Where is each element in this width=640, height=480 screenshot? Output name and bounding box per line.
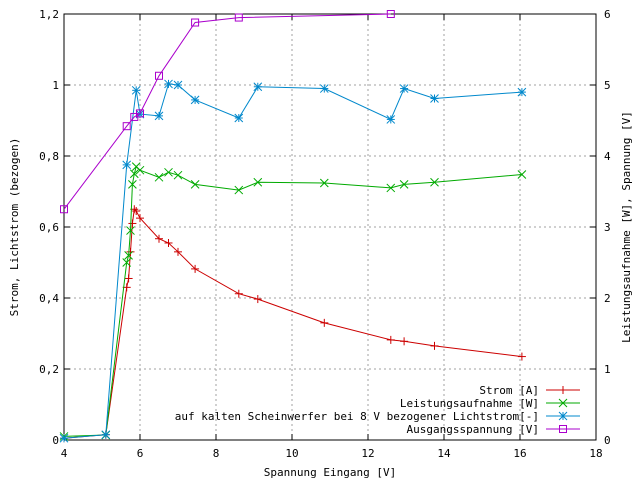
data-point bbox=[234, 13, 243, 22]
data-point bbox=[126, 247, 135, 256]
data-point bbox=[132, 207, 141, 216]
y-axis-label: Strom, Lichtstrom (bezogen) bbox=[8, 138, 21, 317]
legend-label: Strom [A] bbox=[479, 384, 539, 397]
data-point bbox=[124, 251, 133, 260]
data-point bbox=[129, 169, 139, 179]
y2-tick-label: 5 bbox=[604, 79, 611, 92]
data-point bbox=[128, 219, 137, 228]
x-tick-label: 12 bbox=[361, 447, 374, 460]
data-point bbox=[136, 214, 144, 223]
data-point bbox=[319, 84, 329, 93]
series-line-1 bbox=[63, 208, 522, 439]
data-point bbox=[154, 172, 164, 182]
legend-marker bbox=[559, 386, 567, 394]
y-tick-label: 0,8 bbox=[39, 150, 59, 163]
y2-tick-label: 1 bbox=[604, 363, 611, 376]
data-point bbox=[164, 238, 173, 247]
data-point bbox=[399, 84, 409, 93]
data-point bbox=[190, 180, 200, 189]
data-point bbox=[320, 318, 329, 327]
x-axis-label: Spannung Eingang [V] bbox=[264, 466, 396, 479]
y2-tick-label: 3 bbox=[604, 221, 611, 234]
data-point bbox=[164, 167, 173, 177]
y2-axis-label: Leistungsaufnahme [W], Spannung [V] bbox=[620, 111, 633, 343]
data-point bbox=[190, 95, 200, 105]
data-point bbox=[517, 352, 526, 361]
series-line-4 bbox=[63, 13, 391, 210]
x-tick-label: 18 bbox=[589, 447, 602, 460]
data-point bbox=[122, 160, 132, 170]
data-point bbox=[173, 170, 183, 180]
plot-frame bbox=[63, 13, 597, 441]
x-tick-label: 14 bbox=[437, 447, 451, 460]
data-point bbox=[234, 289, 243, 298]
data-point bbox=[386, 10, 395, 18]
y-tick-label: 0 bbox=[52, 434, 59, 447]
legend: Strom [A]Leistungsaufnahme [W]auf kalten… bbox=[175, 384, 580, 436]
data-point bbox=[155, 234, 163, 243]
legend-marker bbox=[559, 425, 567, 433]
x-tick-label: 4 bbox=[61, 447, 68, 460]
grid bbox=[64, 14, 596, 440]
data-point bbox=[154, 111, 164, 121]
data-point bbox=[517, 170, 527, 179]
data-point bbox=[136, 109, 144, 118]
y-tick-label: 1 bbox=[52, 79, 59, 92]
data-point bbox=[128, 180, 137, 189]
data-point bbox=[517, 87, 527, 97]
data-point bbox=[430, 94, 439, 103]
data-point bbox=[101, 430, 111, 440]
data-point bbox=[386, 183, 396, 193]
data-point bbox=[191, 264, 200, 273]
data-point bbox=[60, 205, 68, 214]
y2-tick-label: 4 bbox=[604, 150, 611, 163]
legend-marker bbox=[558, 411, 568, 421]
data-point bbox=[191, 18, 200, 27]
data-point bbox=[124, 274, 133, 283]
data-point bbox=[135, 165, 145, 175]
data-point bbox=[234, 113, 244, 123]
data-point bbox=[131, 85, 141, 95]
y-tick-label: 0,2 bbox=[39, 363, 59, 376]
data-point bbox=[399, 180, 409, 189]
data-point bbox=[400, 337, 409, 346]
series-line-3 bbox=[63, 83, 522, 439]
data-point bbox=[430, 177, 439, 187]
data-point bbox=[155, 71, 163, 80]
legend-label: Leistungsaufnahme [W] bbox=[400, 397, 539, 410]
data-point bbox=[386, 335, 395, 344]
legend-label: auf kalten Scheinwerfer bei 8 V bezogene… bbox=[175, 410, 539, 423]
data-point bbox=[253, 82, 263, 92]
legend-marker bbox=[558, 398, 568, 408]
data-point bbox=[59, 433, 69, 443]
y-tick-label: 1,2 bbox=[39, 8, 59, 21]
legend-label: Ausgangsspannung [V] bbox=[407, 423, 539, 436]
plot-area bbox=[59, 10, 527, 443]
data-point bbox=[126, 226, 135, 235]
data-point bbox=[164, 79, 173, 89]
y2-tick-label: 6 bbox=[604, 8, 611, 21]
x-tick-label: 6 bbox=[137, 447, 144, 460]
y-tick-label: 0,6 bbox=[39, 221, 59, 234]
x-tick-label: 16 bbox=[513, 447, 526, 460]
x-tick-label: 8 bbox=[213, 447, 220, 460]
y2-tick-label: 2 bbox=[604, 292, 611, 305]
series-line-2 bbox=[63, 165, 522, 437]
data-point bbox=[430, 341, 439, 350]
data-point bbox=[122, 122, 131, 131]
data-point bbox=[319, 178, 329, 188]
data-point bbox=[174, 247, 182, 256]
data-point bbox=[386, 115, 396, 124]
data-point bbox=[253, 177, 263, 187]
y-tick-label: 0,4 bbox=[39, 292, 59, 305]
data-point bbox=[253, 295, 262, 304]
data-point bbox=[234, 185, 244, 195]
y2-tick-label: 0 bbox=[604, 434, 611, 447]
data-point bbox=[173, 80, 183, 90]
data-point bbox=[122, 258, 132, 267]
x-tick-label: 10 bbox=[285, 447, 298, 460]
